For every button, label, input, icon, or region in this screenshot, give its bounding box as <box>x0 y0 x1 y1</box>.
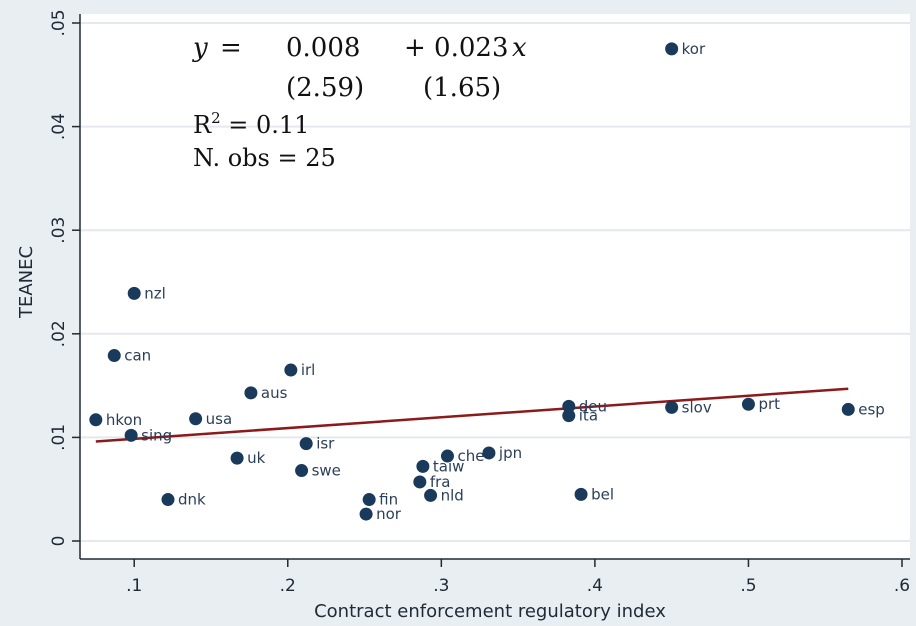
point-label-can: can <box>124 347 151 365</box>
data-point-esp <box>841 402 855 416</box>
point-label-ita: ita <box>579 407 598 425</box>
point-label-usa: usa <box>206 410 233 428</box>
point-label-fra: fra <box>430 473 451 491</box>
data-point-dnk <box>161 493 175 507</box>
data-point-isr <box>299 437 313 451</box>
r-squared: R2 = 0.11 <box>193 109 309 139</box>
point-label-sing: sing <box>141 426 172 444</box>
y-tick-label: .02 <box>49 320 69 347</box>
data-point-irl <box>284 363 298 377</box>
point-label-dnk: dnk <box>178 491 206 509</box>
x-tick-label: .6 <box>894 576 910 596</box>
data-point-fin <box>362 493 376 507</box>
point-label-hkon: hkon <box>106 411 142 429</box>
point-label-fin: fin <box>379 491 398 509</box>
data-point-hkon <box>89 413 103 427</box>
r-squared-superscript: 2 <box>211 109 221 127</box>
x-tick-label: .2 <box>280 576 296 596</box>
point-label-prt: prt <box>758 395 780 413</box>
data-point-usa <box>189 412 203 426</box>
data-point-aus <box>244 386 258 400</box>
axes: 0 .01 .02 .03 .04 .05 .1 .2 .3 .4 .5 .6 <box>49 9 910 596</box>
data-point-kor <box>665 42 679 56</box>
data-point-deu <box>562 399 576 413</box>
point-label-jpn: jpn <box>498 444 522 462</box>
point-label-uk: uk <box>247 449 266 467</box>
point-label-taiw: taiw <box>433 457 465 475</box>
fit-line-group <box>95 387 849 443</box>
y-tick-label: 0 <box>49 536 69 547</box>
data-point-nor <box>359 507 373 521</box>
t-stat-intercept: (2.59) <box>286 73 364 103</box>
x-tick-label: .3 <box>433 576 449 596</box>
equation-x: x <box>512 33 527 63</box>
y-tick-label: .05 <box>49 9 69 36</box>
data-point-jpn <box>482 446 496 460</box>
data-point-taiw <box>416 459 430 473</box>
data-point-slov <box>665 400 679 414</box>
point-label-esp: esp <box>858 400 885 418</box>
point-label-slov: slov <box>682 398 712 416</box>
regression-annotation: y = 0.008 + 0.023 x (2.59) (1.65) R2 = 0… <box>192 33 527 172</box>
point-label-nzl: nzl <box>144 284 166 302</box>
point-label-swe: swe <box>312 462 341 480</box>
data-point-nzl <box>127 286 141 300</box>
data-point-swe <box>295 464 309 478</box>
point-label-deu: deu <box>579 397 607 415</box>
x-tick-label: .5 <box>740 576 756 596</box>
x-tick-label: .4 <box>587 576 603 596</box>
data-point-nld <box>424 488 438 502</box>
equation-intercept: 0.008 <box>286 33 360 63</box>
point-label-nld: nld <box>441 486 464 504</box>
plot-area <box>80 14 910 559</box>
x-axis-title: Contract enforcement regulatory index <box>314 601 666 622</box>
equation-y: y <box>192 33 208 63</box>
r-squared-label: R <box>193 111 212 139</box>
data-point-fra <box>413 475 427 489</box>
point-label-nor: nor <box>376 505 402 523</box>
equation-slope-term: + 0.023 <box>404 33 508 63</box>
y-tick-label: .04 <box>49 113 69 140</box>
x-tick-label: .1 <box>126 576 142 596</box>
point-label-kor: kor <box>682 40 706 58</box>
gridlines <box>80 22 910 542</box>
y-tick-label: .03 <box>49 217 69 244</box>
data-point-sing <box>124 428 138 442</box>
point-label-bel: bel <box>591 485 614 503</box>
data-point-bel <box>574 487 588 501</box>
point-label-irl: irl <box>301 361 316 379</box>
y-tick-label: .01 <box>49 424 69 451</box>
observation-count: N. obs = 25 <box>193 144 336 172</box>
regression-line <box>95 387 849 443</box>
data-point-prt <box>741 397 755 411</box>
point-label-che: che <box>457 447 484 465</box>
point-label-aus: aus <box>261 384 288 402</box>
data-point-che <box>440 449 454 463</box>
t-stat-slope: (1.65) <box>423 73 501 103</box>
point-label-isr: isr <box>316 435 335 453</box>
data-point-ita <box>562 409 576 423</box>
data-point-uk <box>230 451 244 465</box>
data-point-can <box>107 349 121 363</box>
y-axis-title: TEANEC <box>16 246 37 319</box>
r-squared-value: = 0.11 <box>221 111 310 139</box>
equation-equals: = <box>220 33 242 63</box>
